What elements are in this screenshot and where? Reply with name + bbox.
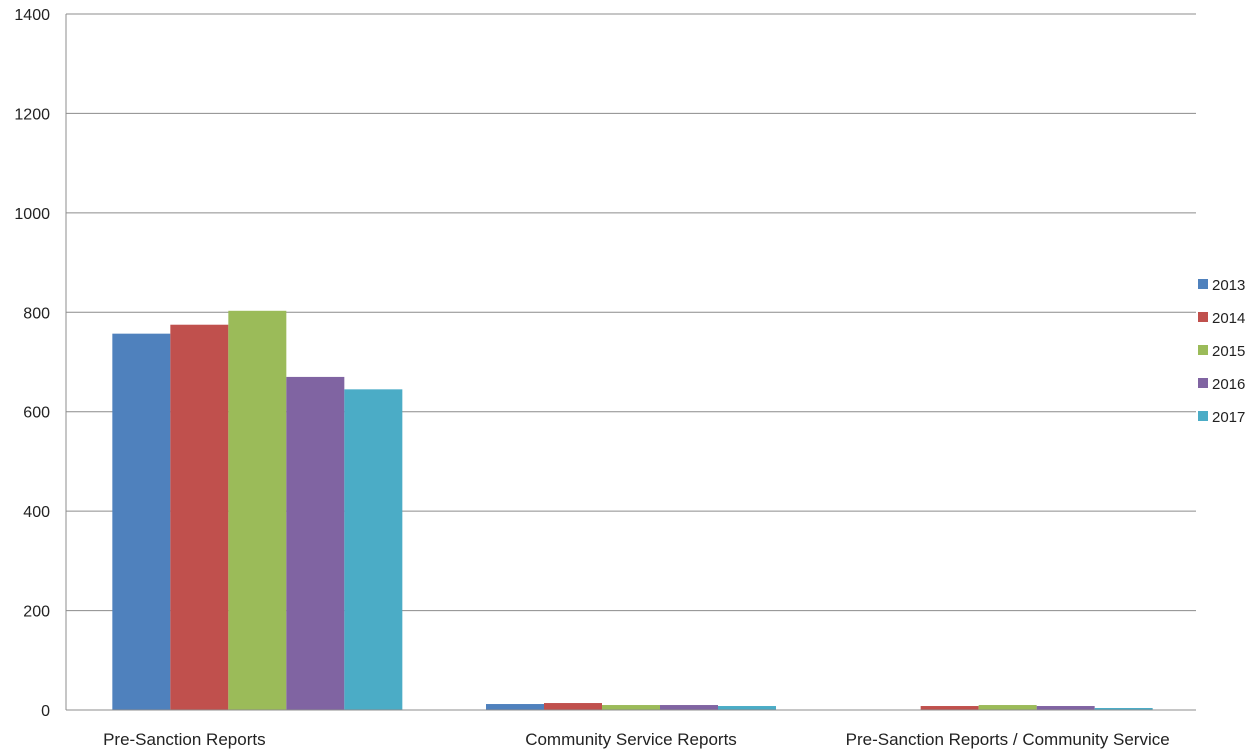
bar-2013-2 <box>486 704 544 710</box>
x-category-label: Pre-Sanction Reports / Community Service <box>846 730 1170 749</box>
y-tick-label: 0 <box>41 703 50 720</box>
bar-2017-1 <box>344 389 403 710</box>
legend-swatch-2014 <box>1198 312 1208 322</box>
legend-label-2014: 2014 <box>1212 310 1245 327</box>
y-tick-label: 1000 <box>14 206 50 223</box>
bar-2014-3 <box>920 706 979 710</box>
x-axis: Pre-Sanction Reports Community Service Re… <box>66 709 1196 749</box>
bar-2017-3 <box>1094 708 1153 710</box>
legend-label-2013: 2013 <box>1212 277 1245 294</box>
bar-2014-1 <box>170 324 229 710</box>
bar-2015-3 <box>978 705 1037 710</box>
bar-2013-1 <box>112 333 171 710</box>
y-axis: 0 200 400 600 800 1000 1200 1400 <box>14 7 67 720</box>
y-tick-label: 800 <box>23 305 50 322</box>
legend-label-2015: 2015 <box>1212 343 1245 360</box>
y-tick-label: 200 <box>23 604 50 621</box>
legend-swatch-2016 <box>1198 378 1208 388</box>
bar-2016-3 <box>1036 706 1095 710</box>
bars <box>112 310 1153 710</box>
bar-2016-1 <box>286 376 345 710</box>
legend-swatch-2015 <box>1198 345 1208 355</box>
bar-2016-2 <box>660 705 718 710</box>
x-category-label: Pre-Sanction Reports <box>103 730 266 749</box>
bar-2014-2 <box>544 703 602 710</box>
y-tick-label: 400 <box>23 504 50 521</box>
y-tick-label: 600 <box>23 405 50 422</box>
legend-swatch-2017 <box>1198 411 1208 421</box>
legend-swatch-2013 <box>1198 279 1208 289</box>
y-tick-label: 1400 <box>14 7 50 24</box>
y-tick-label: 1200 <box>14 106 50 123</box>
legend: 2013 2014 2015 2016 2017 <box>1198 277 1245 426</box>
bar-2015-2 <box>602 705 660 710</box>
legend-label-2016: 2016 <box>1212 376 1245 393</box>
bar-2017-2 <box>718 706 776 710</box>
legend-label-2017: 2017 <box>1212 409 1245 426</box>
x-category-label: Community Service Reports <box>525 730 737 749</box>
bar-2015-1 <box>228 310 287 710</box>
